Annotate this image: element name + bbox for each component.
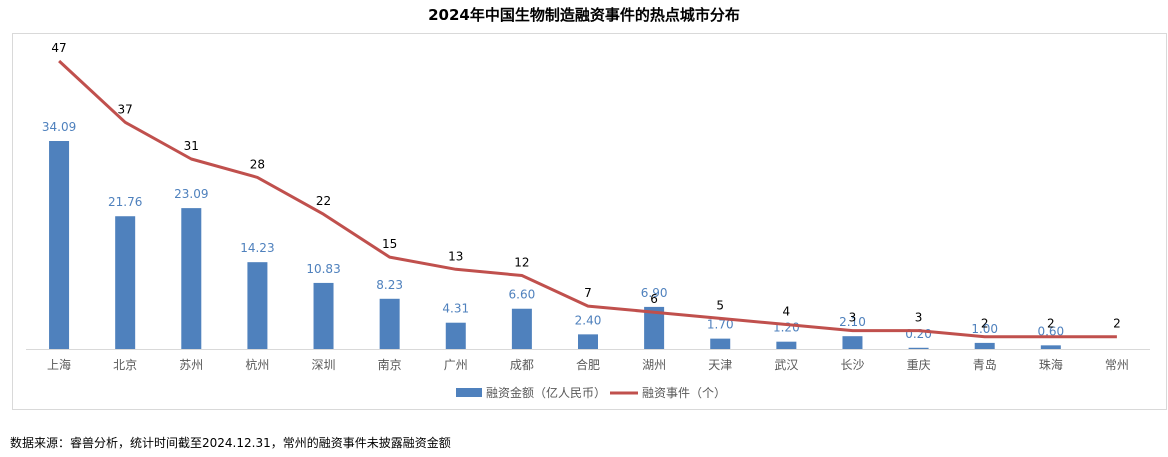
line-label-合肥: 7 (584, 286, 592, 300)
line-label-南京: 15 (382, 237, 397, 251)
line-label-长沙: 3 (849, 311, 857, 325)
x-tick-label-成都: 成都 (510, 358, 534, 372)
bar-重庆 (908, 347, 929, 349)
line-label-杭州: 28 (250, 157, 265, 171)
source-note: 数据来源：睿兽分析，统计时间截至2024.12.31，常州的融资事件未披露融资金… (10, 436, 451, 450)
bar-label-成都: 6.60 (509, 288, 536, 302)
line-label-上海: 47 (51, 41, 66, 55)
bar-label-南京: 8.23 (376, 278, 403, 292)
x-tick-label-杭州: 杭州 (245, 357, 269, 372)
bar-label-长沙: 2.10 (839, 315, 866, 329)
legend-label-amount: 融资金额（亿人民币） (486, 385, 606, 400)
line-label-重庆: 3 (915, 311, 923, 325)
line-label-武汉: 4 (783, 304, 791, 318)
bar-label-合肥: 2.40 (575, 313, 602, 327)
x-tick-label-广州: 广州 (444, 358, 468, 372)
line-label-苏州: 31 (184, 139, 199, 153)
bar-湖州 (644, 306, 665, 349)
bar-label-重庆: 0.20 (905, 327, 932, 341)
bar-广州 (445, 322, 466, 349)
line-label-天津: 5 (716, 298, 724, 312)
bar-label-苏州: 23.09 (174, 187, 208, 201)
legend-swatch-amount (456, 388, 482, 397)
x-tick-label-青岛: 青岛 (973, 357, 997, 372)
x-tick-label-天津: 天津 (708, 358, 732, 372)
bar-长沙 (842, 336, 863, 349)
x-tick-label-苏州: 苏州 (179, 358, 203, 372)
x-tick-label-湖州: 湖州 (642, 357, 666, 372)
x-tick-label-长沙: 长沙 (840, 358, 864, 372)
chart-title: 2024年中国生物制造融资事件的热点城市分布 (428, 6, 740, 24)
bar-label-天津: 1.70 (707, 318, 734, 332)
bar-珠海 (1040, 345, 1061, 349)
x-tick-label-合肥: 合肥 (576, 357, 600, 372)
line-label-常州: 2 (1113, 317, 1121, 331)
bar-杭州 (247, 262, 268, 349)
x-tick-label-重庆: 重庆 (907, 358, 931, 372)
bar-青岛 (974, 342, 995, 349)
line-label-深圳: 22 (316, 194, 331, 208)
x-tick-label-常州: 常州 (1105, 358, 1129, 372)
chart-frame (12, 33, 1167, 410)
line-label-北京: 37 (118, 102, 133, 116)
line-label-青岛: 2 (981, 317, 989, 331)
bar-合肥 (578, 334, 598, 349)
bar-苏州 (181, 208, 202, 349)
bar-南京 (379, 298, 400, 349)
x-tick-label-南京: 南京 (378, 357, 402, 372)
line-label-珠海: 2 (1047, 317, 1055, 331)
bar-label-深圳: 10.83 (306, 262, 340, 276)
bar-label-青岛: 1.00 (971, 322, 998, 336)
line-label-湖州: 6 (650, 292, 658, 306)
x-tick-label-北京: 北京 (113, 358, 137, 372)
x-tick-label-武汉: 武汉 (774, 358, 798, 372)
bar-上海 (49, 141, 70, 349)
bar-label-湖州: 6.90 (641, 286, 668, 300)
x-tick-label-上海: 上海 (47, 357, 71, 372)
bar-北京 (115, 216, 136, 349)
line-label-成都: 12 (514, 255, 529, 269)
bar-武汉 (776, 341, 797, 349)
bar-天津 (710, 338, 731, 349)
bar-深圳 (313, 282, 334, 349)
x-tick-label-深圳: 深圳 (312, 358, 336, 372)
bar-label-北京: 21.76 (108, 195, 142, 209)
bar-label-上海: 34.09 (42, 120, 76, 134)
bar-label-广州: 4.31 (442, 302, 469, 316)
chart-plot-area: 34.09 21.76 23.09 14.23 10.83 8.23 4.31 6.60 2.4… (26, 41, 1150, 400)
legend-label-events: 融资事件（个） (642, 386, 726, 400)
line-label-广州: 13 (448, 249, 463, 263)
bar-成都 (511, 308, 532, 349)
bar-label-珠海: 0.60 (1037, 324, 1064, 338)
bar-label-杭州: 14.23 (240, 241, 274, 255)
x-tick-label-珠海: 珠海 (1039, 357, 1063, 372)
